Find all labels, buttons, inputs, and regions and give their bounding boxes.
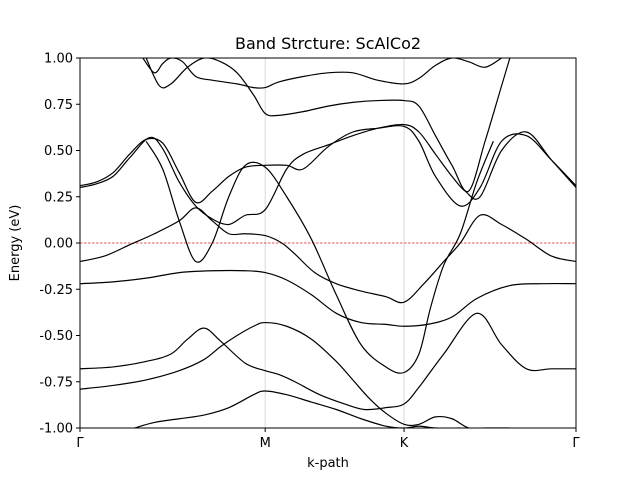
x-tick-label-1: M xyxy=(260,436,271,451)
y-tick-label-8: 1.00 xyxy=(44,52,73,67)
x-tick-label-2: K xyxy=(400,436,409,451)
band-line-8 xyxy=(145,140,494,374)
bands-group xyxy=(80,58,576,428)
y-tick-label-4: 0.00 xyxy=(44,237,73,252)
y-tick-label-7: 0.75 xyxy=(44,98,73,113)
y-tick-label-0: -1.00 xyxy=(39,422,73,437)
plot-area xyxy=(80,58,576,428)
band-line-10 xyxy=(145,58,511,193)
x-tick-label-0: Γ xyxy=(76,436,84,451)
y-tick-label-3: -0.25 xyxy=(39,283,73,298)
y-tick-label-2: -0.50 xyxy=(39,329,73,344)
band-line-3 xyxy=(80,312,576,411)
y-axis-label: Energy (eV) xyxy=(8,205,23,282)
band-line-9 xyxy=(142,58,502,89)
x-tick-label-3: Γ xyxy=(572,436,580,451)
band-line-1 xyxy=(134,390,461,428)
band-line-6 xyxy=(80,123,576,226)
y-tick-label-1: -0.75 xyxy=(39,375,73,390)
y-axis-ticks: -1.00 -0.75 -0.50 -0.25 0.00 0.25 0.50 0.75 1.00 xyxy=(39,52,80,437)
band-line-4 xyxy=(80,269,576,327)
x-axis-label: k-path xyxy=(307,456,349,471)
chart-title: Band Strcture: ScAlCo2 xyxy=(235,34,421,53)
y-tick-label-5: 0.25 xyxy=(44,190,73,205)
y-tick-label-6: 0.50 xyxy=(44,144,73,159)
band-line-7 xyxy=(80,207,576,304)
band-line-2 xyxy=(80,321,510,428)
